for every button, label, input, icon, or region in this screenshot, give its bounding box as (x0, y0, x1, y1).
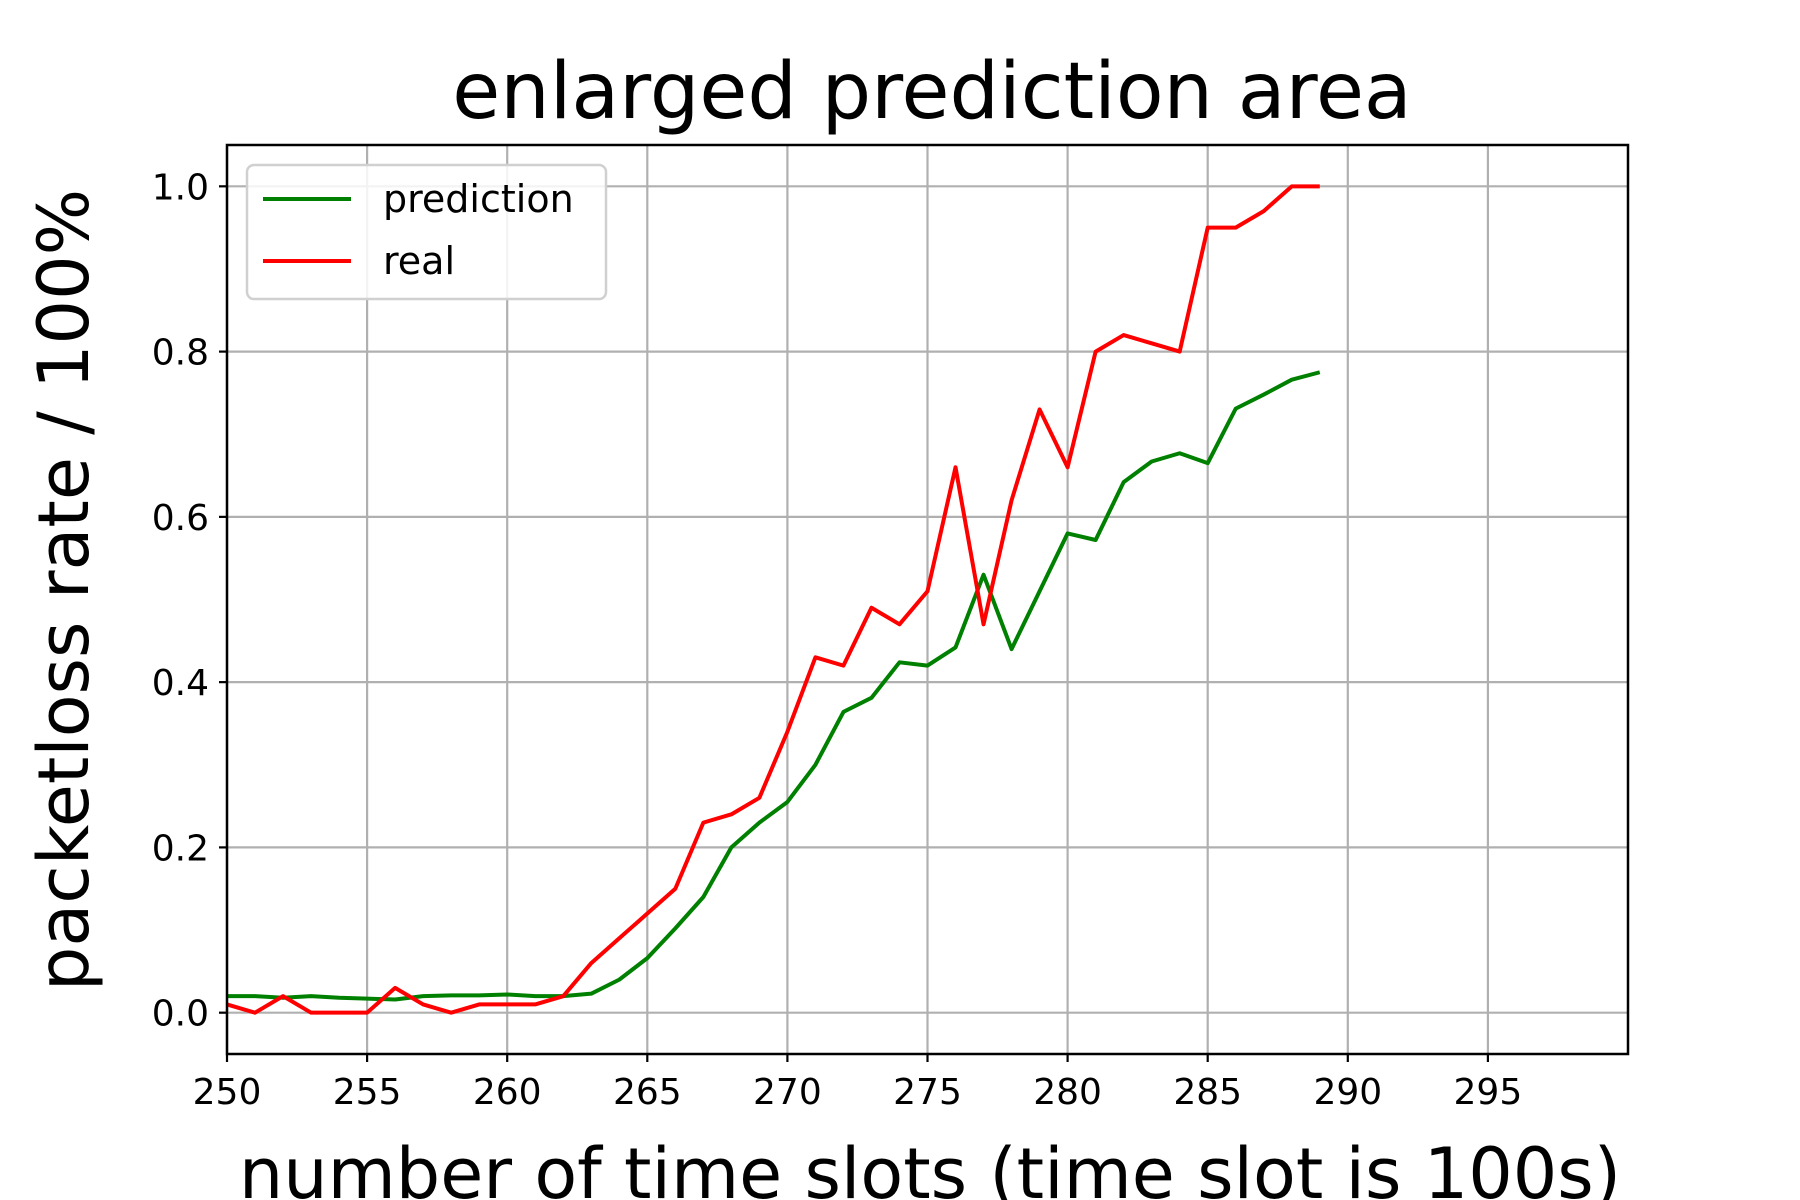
y-tick-label: 0.8 (152, 333, 209, 374)
tick-layer: 250 255 260 265 270 275 280 285 290 295 0.0 0.2 0.4 0… (152, 167, 1523, 1113)
x-tick-label: 280 (1033, 1072, 1102, 1113)
x-tick-label: 255 (333, 1072, 402, 1113)
series-line-real (226, 184, 1320, 1015)
x-tick-label: 270 (753, 1072, 822, 1113)
x-tick-label: 265 (613, 1072, 682, 1113)
x-tick-label: 275 (893, 1072, 962, 1113)
x-tick-label: 250 (193, 1072, 262, 1113)
y-tick-label: 0.0 (152, 994, 209, 1035)
x-axis-label: number of time slots (time slot is 100s) (239, 1133, 1621, 1200)
x-tick-label: 295 (1454, 1072, 1523, 1113)
chart-title: enlarged prediction area (452, 47, 1411, 137)
y-tick-label: 0.6 (152, 498, 209, 539)
series-prediction (227, 370, 1321, 1002)
series-real (226, 184, 1320, 1015)
y-axis-label: packetloss rate / 100% (23, 189, 105, 991)
legend: prediction real (245, 163, 608, 301)
y-tick-label: 0.2 (152, 828, 209, 869)
series-line-prediction (227, 370, 1321, 1002)
x-tick-label: 285 (1173, 1072, 1242, 1113)
y-tick-label: 0.4 (152, 663, 209, 704)
x-tick-label: 260 (473, 1072, 542, 1113)
y-tick-label: 1.0 (152, 167, 209, 208)
series-layer (226, 184, 1321, 1015)
x-tick-label: 290 (1313, 1072, 1382, 1113)
legend-label-prediction: prediction (383, 177, 574, 221)
legend-label-real: real (383, 239, 455, 283)
grid-layer (225, 145, 1628, 1054)
